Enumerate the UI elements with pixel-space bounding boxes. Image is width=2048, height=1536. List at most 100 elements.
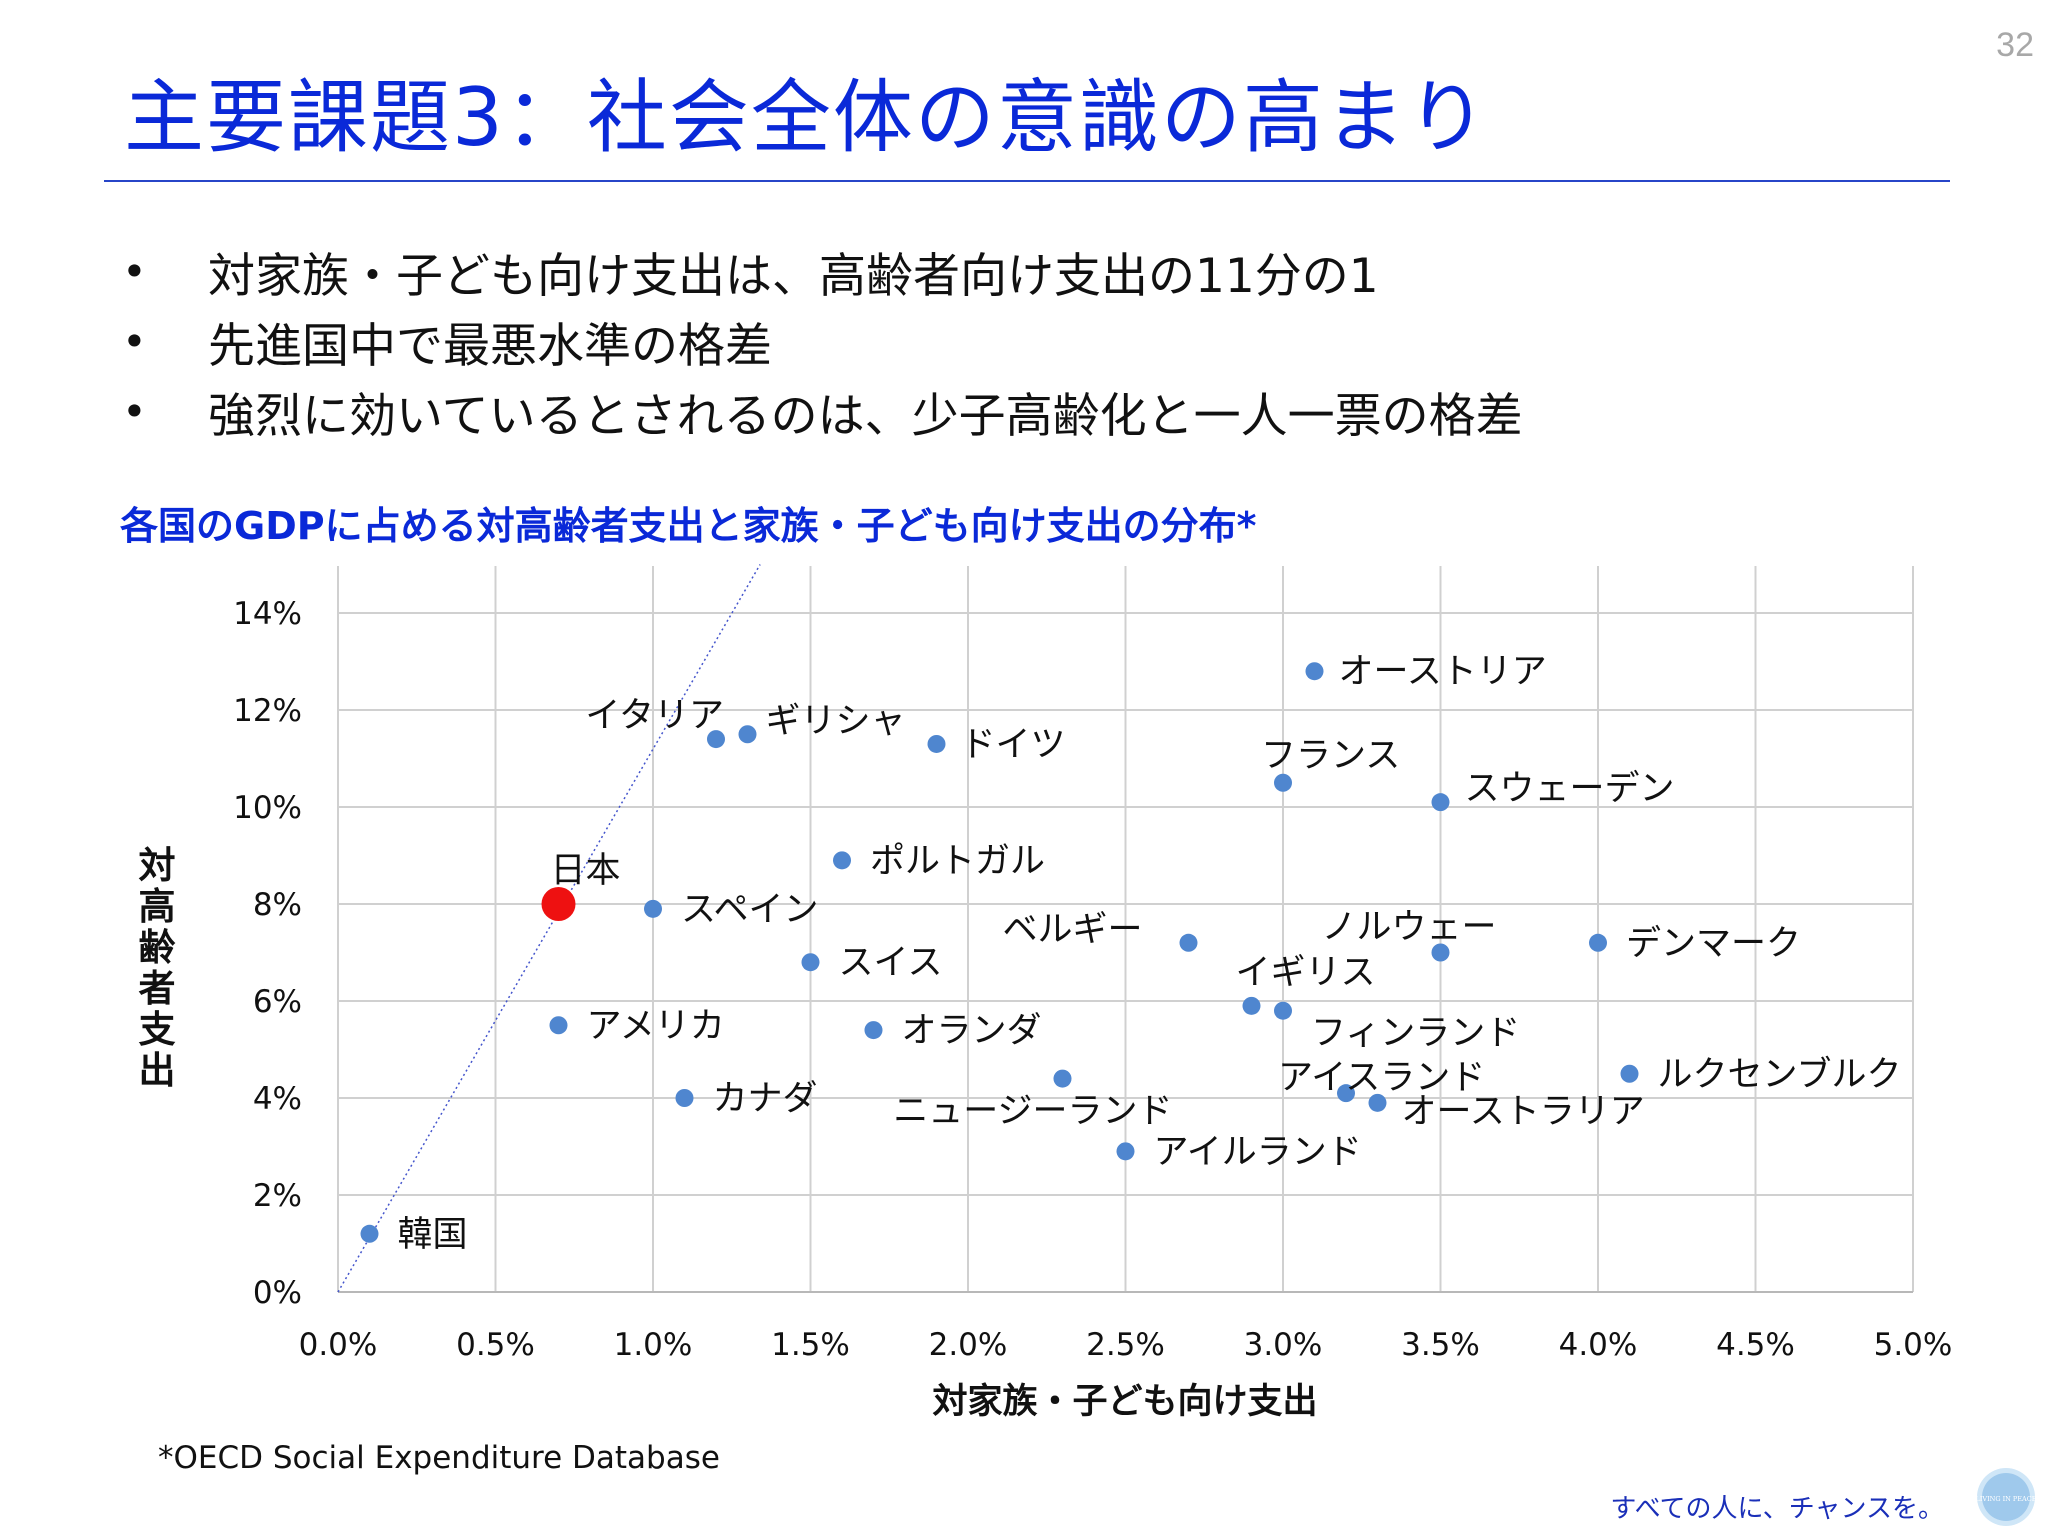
- data-point: [1053, 1069, 1072, 1088]
- data-point: [675, 1089, 694, 1107]
- point-label: ドイツ: [961, 725, 1066, 765]
- y-tick-label: 8%: [253, 887, 302, 923]
- point-label: フィンランド: [1311, 1014, 1520, 1054]
- point-label: オーストラリア: [1402, 1092, 1645, 1132]
- logo-inner-circle: [1982, 1473, 2030, 1521]
- bullet-item: • 強烈に効いているとされるのは、少子高齢化と一人一票の格差: [118, 376, 1978, 446]
- point-label: オランダ: [902, 1011, 1042, 1051]
- data-point: [1242, 996, 1261, 1015]
- bullet-text: 先進国中で最悪水準の格差: [208, 318, 772, 374]
- y-axis-title: 対高齢者支出: [139, 844, 176, 1092]
- point-label: ポルトガル: [870, 841, 1045, 881]
- y-tick-label: 10%: [233, 790, 302, 826]
- page-number: 32: [1996, 26, 2034, 64]
- point-label: アイスランド: [1278, 1058, 1485, 1098]
- point-label: フランス: [1261, 736, 1400, 776]
- point-label: アメリカ: [587, 1006, 725, 1046]
- y-tick-label: 6%: [253, 984, 302, 1020]
- trend-line-group: [337, 564, 761, 1293]
- y-axis-title-char: 支: [139, 1008, 176, 1051]
- data-point: [1620, 1064, 1639, 1083]
- bullet-item: • 対家族・子ども向け支出は、高齢者向け支出の11分の1: [118, 236, 1978, 306]
- slide-title: 主要課題3：社会全体の意識の高まり: [124, 71, 1489, 164]
- x-tick-label: 0.5%: [456, 1327, 535, 1363]
- x-tick-label: 0.0%: [299, 1327, 378, 1363]
- data-point: [738, 725, 757, 744]
- data-point: [864, 1021, 883, 1040]
- logo-text: LIVING IN PEACE: [1976, 1495, 2037, 1503]
- x-tick-label: 2.0%: [929, 1327, 1008, 1363]
- point-label: スペイン: [681, 890, 819, 930]
- data-point: [360, 1224, 379, 1243]
- data-point: [1116, 1142, 1135, 1161]
- y-tick-label: 12%: [233, 693, 302, 729]
- point-label: ルクセンブルク: [1658, 1055, 1902, 1095]
- data-point: [1368, 1093, 1387, 1112]
- data-point: [1305, 662, 1324, 681]
- source-note: *OECD Social Expenditure Database: [158, 1440, 720, 1476]
- point-label: ニュージーランド: [893, 1092, 1172, 1132]
- point-label: 韓国: [398, 1215, 468, 1255]
- data-point: [644, 899, 662, 918]
- title-divider: [104, 180, 1950, 182]
- bullet-dot: •: [122, 316, 147, 366]
- point-label: スイス: [839, 943, 943, 983]
- bullet-dot: •: [122, 386, 147, 436]
- point-label: カナダ: [713, 1079, 818, 1119]
- y-axis-title-char: 齢: [139, 926, 176, 969]
- point-label: アイルランド: [1154, 1132, 1362, 1172]
- data-point: [1431, 793, 1450, 812]
- x-tick-label: 4.0%: [1559, 1327, 1638, 1363]
- x-tick-label: 3.0%: [1244, 1327, 1323, 1363]
- data-point: [1179, 933, 1198, 952]
- data-point: [707, 730, 725, 749]
- x-tick-label: 1.0%: [614, 1327, 693, 1363]
- point-label: オーストリア: [1339, 652, 1547, 692]
- data-point: [1589, 933, 1607, 952]
- x-axis-title: 対家族・子ども向け支出: [932, 1382, 1317, 1422]
- data-point: [1337, 1084, 1355, 1103]
- bullet-item: • 先進国中で最悪水準の格差: [118, 306, 1978, 376]
- point-label: ノルウェー: [1321, 908, 1496, 948]
- point-label: ギリシャ: [766, 701, 906, 741]
- bullet-text: 対家族・子ども向け支出は、高齢者向け支出の11分の1: [208, 248, 1379, 304]
- axis-ticks: 0.0% 0.5% 1.0% 1.5% 2.0% 2.5% 3.0% 3.5% 4.0% 4.5%…: [233, 596, 1952, 1363]
- data-point: [1431, 943, 1450, 962]
- y-axis-title-char: 者: [139, 967, 176, 1010]
- point-label: スウェーデン: [1465, 769, 1675, 809]
- bullet-dot: •: [122, 246, 147, 296]
- x-tick-label: 4.5%: [1716, 1327, 1795, 1363]
- x-tick-label: 3.5%: [1401, 1327, 1480, 1363]
- data-point: [801, 953, 820, 972]
- y-tick-label: 4%: [253, 1081, 302, 1117]
- trend-line: [337, 564, 761, 1293]
- tagline: すべての人に、チャンスを。: [1610, 1494, 1944, 1524]
- chart-title: 各国のGDPに占める対高齢者支出と家族・子ども向け支出の分布*: [120, 504, 1257, 548]
- grid-lines: [337, 566, 1914, 1293]
- y-axis-title-char: 出: [139, 1049, 176, 1092]
- data-point-highlight: [541, 887, 576, 921]
- bullet-list: • 対家族・子ども向け支出は、高齢者向け支出の11分の1 • 先進国中で最悪水準…: [118, 236, 1978, 446]
- x-tick-label: 2.5%: [1086, 1327, 1165, 1363]
- y-axis-title-char: 高: [139, 885, 176, 928]
- y-axis-title-char: 対: [139, 844, 176, 887]
- y-tick-label: 2%: [253, 1178, 302, 1214]
- point-label: イギリス: [1236, 953, 1376, 993]
- point-label: 日本: [551, 851, 621, 891]
- point-label: ベルギー: [1002, 910, 1142, 950]
- x-tick-label: 1.5%: [771, 1327, 850, 1363]
- y-tick-label: 14%: [233, 596, 302, 632]
- data-point: [1274, 773, 1292, 792]
- data-point: [833, 851, 851, 870]
- data-point: [549, 1016, 568, 1035]
- point-label: デンマーク: [1626, 924, 1801, 964]
- organization-logo: LIVING IN PEACE: [1976, 1468, 2037, 1526]
- data-point: [1274, 1001, 1292, 1020]
- data-points: [360, 662, 1639, 1243]
- point-label: イタリア: [585, 696, 724, 736]
- scatter-chart: 0.0% 0.5% 1.0% 1.5% 2.0% 2.5% 3.0% 3.5% 4.0% 4.5%…: [139, 564, 1952, 1422]
- bullet-text: 強烈に効いているとされるのは、少子高齢化と一人一票の格差: [208, 388, 1523, 444]
- data-point: [927, 734, 946, 753]
- x-tick-label: 5.0%: [1874, 1327, 1953, 1363]
